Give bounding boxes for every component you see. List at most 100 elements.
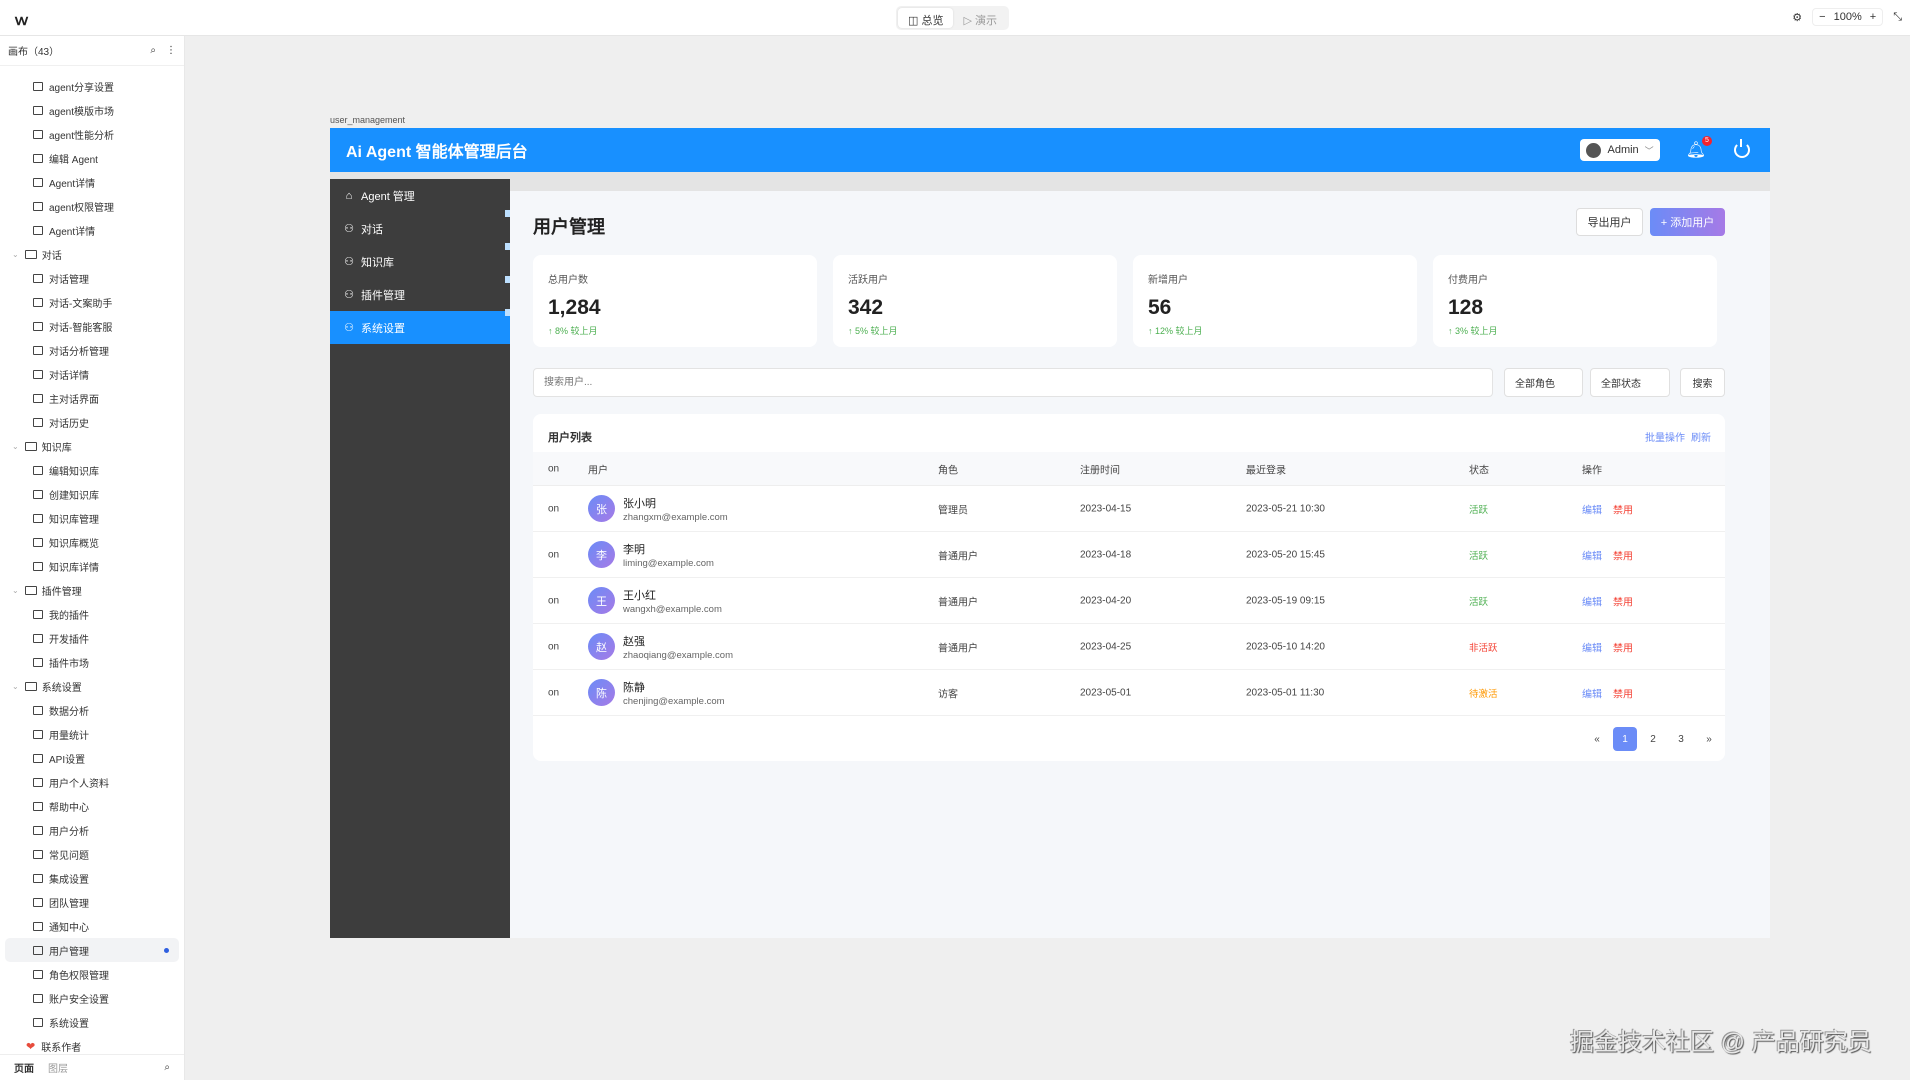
next-page-button[interactable]: » <box>1706 733 1712 745</box>
tab-layers[interactable]: 图层 <box>48 1064 68 1075</box>
edit-link[interactable]: 编辑 <box>1582 689 1602 700</box>
page-button[interactable]: 2 <box>1650 733 1656 745</box>
tree-item[interactable]: 对话-智能客服 <box>0 314 184 338</box>
search-button[interactable]: 搜索 <box>1680 368 1725 397</box>
search-icon[interactable]: ⌕ <box>164 1062 170 1073</box>
tree-item[interactable]: ❤ 联系作者 <box>0 1034 184 1058</box>
prev-page-button[interactable]: « <box>1594 733 1600 745</box>
tree-item[interactable]: API设置 <box>0 746 184 770</box>
bell-icon[interactable]: 🔔︎ 5 <box>1686 136 1712 160</box>
collapse-marker[interactable] <box>505 276 510 283</box>
tree-item[interactable]: agent模版市场 <box>0 98 184 122</box>
tree-item[interactable]: 编辑知识库 <box>0 458 184 482</box>
tree-item[interactable]: 对话-文案助手 <box>0 290 184 314</box>
search-icon[interactable]: ⌕ <box>150 45 156 56</box>
sidebar-item[interactable]: ⌂ Agent 管理 <box>330 179 510 212</box>
collapse-icon[interactable]: ⤡ <box>1893 10 1902 23</box>
row-checkbox[interactable]: on <box>548 641 560 652</box>
chevron-down-icon[interactable]: ⌄ <box>12 681 19 691</box>
chevron-down-icon[interactable]: ⌄ <box>12 249 19 259</box>
tree-item[interactable]: 数据分析 <box>0 698 184 722</box>
tree-item[interactable]: 插件市场 <box>0 650 184 674</box>
table-row: on 王王小红 wangxh@example.com 普通用户 2023-04-20 20… <box>533 578 1725 624</box>
tree-item[interactable]: 用户个人资料 <box>0 770 184 794</box>
add-user-button[interactable]: + 添加用户 <box>1650 208 1725 236</box>
tree-folder[interactable]: ⌄ 知识库 <box>0 434 184 458</box>
edit-link[interactable]: 编辑 <box>1582 505 1602 516</box>
disable-link[interactable]: 禁用 <box>1613 551 1633 562</box>
tree-item[interactable]: 常见问题 <box>0 842 184 866</box>
tree-item[interactable]: 团队管理 <box>0 890 184 914</box>
disable-link[interactable]: 禁用 <box>1613 643 1633 654</box>
status-filter[interactable]: 全部状态 <box>1590 368 1670 397</box>
page-button[interactable]: 3 <box>1678 733 1684 745</box>
tree-item[interactable]: 集成设置 <box>0 866 184 890</box>
present-tab[interactable]: ▷ 演示 <box>963 15 997 27</box>
chevron-down-icon[interactable]: ⌄ <box>12 585 19 595</box>
tree-item[interactable]: 对话历史 <box>0 410 184 434</box>
row-checkbox[interactable]: on <box>548 549 560 560</box>
collapse-marker[interactable] <box>505 243 510 250</box>
tree-item[interactable]: 账户安全设置 <box>0 986 184 1010</box>
tree-item[interactable]: 编辑 Agent <box>0 146 184 170</box>
power-icon[interactable] <box>1734 139 1750 158</box>
table-row: on 张张小明 zhangxm@example.com 管理员 2023-04-15 20… <box>533 486 1725 532</box>
sidebar-item[interactable]: ⚇ 知识库 <box>330 243 510 278</box>
tree-item[interactable]: 对话详情 <box>0 362 184 386</box>
tree-item[interactable]: 帮助中心 <box>0 794 184 818</box>
tree-item[interactable]: 用户分析 <box>0 818 184 842</box>
edit-link[interactable]: 编辑 <box>1582 551 1602 562</box>
zoom-out-button[interactable]: − <box>1819 11 1826 23</box>
tree-item[interactable]: 对话分析管理 <box>0 338 184 362</box>
tree-item[interactable]: 通知中心 <box>0 914 184 938</box>
row-checkbox[interactable]: on <box>548 595 560 606</box>
tree-item[interactable]: 开发插件 <box>0 626 184 650</box>
tree-item[interactable]: 用量统计 <box>0 722 184 746</box>
sidebar-item[interactable]: ⚇ 对话 <box>330 210 510 245</box>
tree-item[interactable]: 我的插件 <box>0 602 184 626</box>
tree-item[interactable]: 对话管理 <box>0 266 184 290</box>
export-users-button[interactable]: 导出用户 <box>1576 208 1643 236</box>
tree-item[interactable]: 角色权限管理 <box>0 962 184 986</box>
role-filter[interactable]: 全部角色 <box>1504 368 1583 397</box>
overview-tab[interactable]: ◫ 总览 <box>898 8 954 28</box>
tab-pages[interactable]: 页面 <box>14 1064 34 1075</box>
tree-item[interactable]: 用户管理 <box>5 938 179 962</box>
collapse-marker[interactable] <box>505 210 510 217</box>
sidebar-item-label: 对话 <box>361 223 383 236</box>
tree-folder[interactable]: ⌄ 对话 <box>0 242 184 266</box>
tree-item[interactable]: agent分享设置 <box>0 74 184 98</box>
sidebar-item[interactable]: ⚇ 插件管理 <box>330 276 510 311</box>
tree-item[interactable]: 系统设置 <box>0 1010 184 1034</box>
row-checkbox[interactable]: on <box>548 687 560 698</box>
refresh-link[interactable]: 刷新 <box>1691 433 1711 444</box>
tree-item[interactable]: Agent详情 <box>0 218 184 242</box>
tree-item[interactable]: 知识库概览 <box>0 530 184 554</box>
page-button[interactable]: 1 <box>1613 727 1637 751</box>
chevron-down-icon[interactable]: ⌄ <box>12 441 19 451</box>
tree-item[interactable]: 知识库详情 <box>0 554 184 578</box>
sidebar-item[interactable]: ⚇ 系统设置 <box>330 309 510 344</box>
settings-sliders-icon[interactable]: ⚙ <box>1792 11 1803 24</box>
disable-link[interactable]: 禁用 <box>1613 505 1633 516</box>
app-logo[interactable]: ｗ <box>14 12 29 29</box>
tree-item[interactable]: agent权限管理 <box>0 194 184 218</box>
tree-item[interactable]: 创建知识库 <box>0 482 184 506</box>
collapse-marker[interactable] <box>505 309 510 316</box>
disable-link[interactable]: 禁用 <box>1613 689 1633 700</box>
tree-item[interactable]: Agent详情 <box>0 170 184 194</box>
disable-link[interactable]: 禁用 <box>1613 597 1633 608</box>
tree-item[interactable]: 知识库管理 <box>0 506 184 530</box>
row-checkbox[interactable]: on <box>548 503 560 514</box>
zoom-in-button[interactable]: + <box>1869 11 1877 23</box>
tree-item[interactable]: 主对话界面 <box>0 386 184 410</box>
batch-action-link[interactable]: 批量操作 <box>1645 433 1685 444</box>
tree-folder[interactable]: ⌄ 插件管理 <box>0 578 184 602</box>
edit-link[interactable]: 编辑 <box>1582 597 1602 608</box>
user-menu[interactable]: Admin ﹀ <box>1580 139 1660 161</box>
search-input[interactable] <box>533 368 1493 397</box>
tree-item[interactable]: agent性能分析 <box>0 122 184 146</box>
tree-folder[interactable]: ⌄ 系统设置 <box>0 674 184 698</box>
more-icon[interactable]: ⋮ <box>166 45 176 56</box>
edit-link[interactable]: 编辑 <box>1582 643 1602 654</box>
